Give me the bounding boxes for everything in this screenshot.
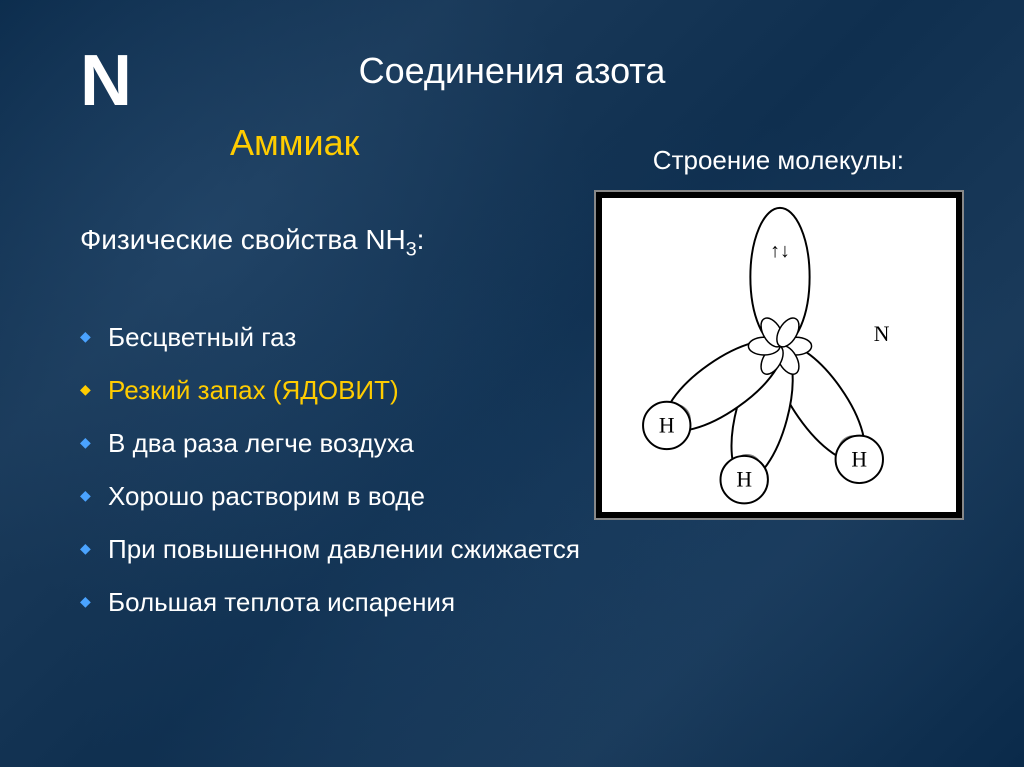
properties-heading-suffix: :	[417, 224, 425, 255]
molecule-diagram: H H H ↑↓ N	[602, 198, 956, 512]
element-symbol: N	[80, 40, 132, 122]
slide-title: Соединения азота	[50, 50, 974, 92]
molecule-diagram-frame: H H H ↑↓ N	[594, 190, 964, 520]
svg-text:N: N	[874, 322, 890, 346]
list-item: При повышенном давлении сжижается	[80, 534, 974, 565]
svg-text:H: H	[736, 468, 752, 492]
properties-heading-sub: 3	[406, 239, 417, 261]
properties-heading-text: Физические свойства NH	[80, 224, 406, 255]
svg-text:H: H	[851, 447, 867, 471]
svg-text:↑↓: ↑↓	[770, 240, 790, 262]
svg-text:H: H	[659, 413, 675, 437]
molecule-svg: H H H ↑↓ N	[602, 198, 956, 512]
structure-label: Строение молекулы:	[653, 145, 904, 176]
slide-content: N Соединения азота Аммиак Строение молек…	[0, 0, 1024, 767]
list-item: Большая теплота испарения	[80, 587, 974, 618]
